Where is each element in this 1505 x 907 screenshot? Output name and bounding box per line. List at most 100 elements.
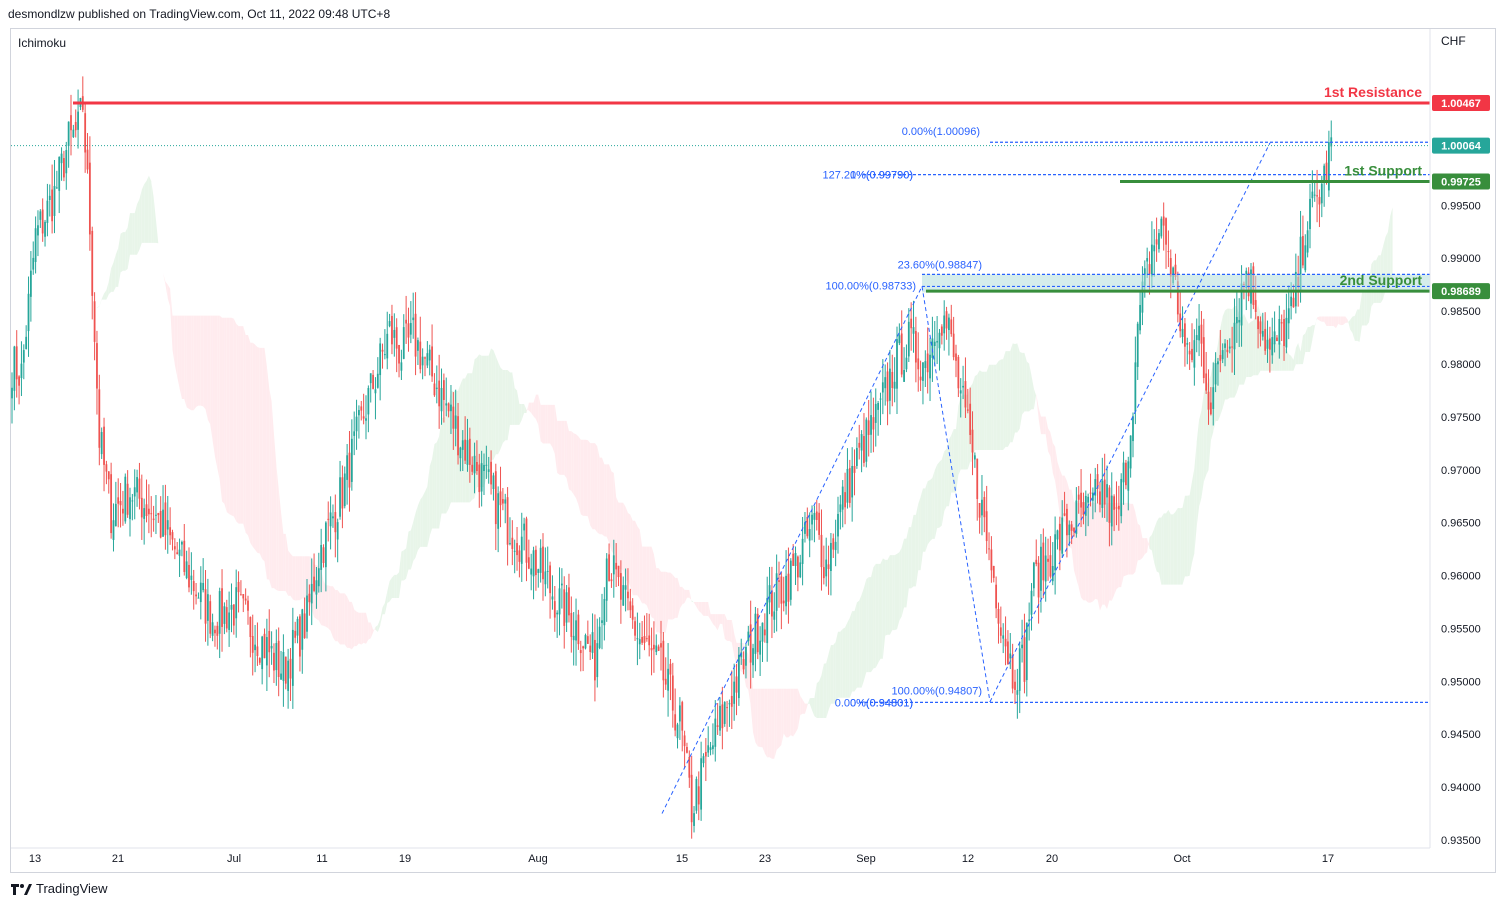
candle-body[interactable] [898,335,901,344]
candle-body[interactable] [214,629,216,634]
candle-body[interactable] [88,162,91,235]
candle-body[interactable] [959,390,962,394]
candle-body[interactable] [1070,524,1073,531]
candle-body[interactable] [1011,655,1014,689]
candle-body[interactable] [346,455,349,480]
candle-body[interactable] [704,752,707,757]
candle-body[interactable] [1016,690,1019,695]
candle-body[interactable] [39,211,42,220]
candle-body[interactable] [1191,348,1193,361]
candle-body[interactable] [969,403,972,436]
candle-body[interactable] [398,344,400,364]
candle-body[interactable] [851,465,854,498]
candle-body[interactable] [223,606,226,624]
candle-body[interactable] [700,758,703,810]
candle-body[interactable] [306,595,308,632]
candle-body[interactable] [265,637,268,666]
candle-body[interactable] [44,221,46,237]
candle-body[interactable] [1009,653,1012,659]
candle-body[interactable] [313,576,315,591]
candle-body[interactable] [558,588,561,615]
candle-body[interactable] [815,511,818,520]
candle-body[interactable] [270,645,273,649]
candle-body[interactable] [431,346,433,377]
candle-body[interactable] [77,111,79,130]
candle-body[interactable] [343,473,346,507]
candle-body[interactable] [584,635,587,649]
candle-body[interactable] [891,371,894,388]
candle-body[interactable] [988,548,990,550]
candle-body[interactable] [1148,264,1151,275]
candle-body[interactable] [1120,478,1123,517]
candle-body[interactable] [1101,480,1104,508]
candle-body[interactable] [910,318,913,329]
candle-body[interactable] [631,605,634,620]
candle-body[interactable] [1113,496,1116,510]
candle-body[interactable] [761,622,764,642]
candle-body[interactable] [358,410,360,416]
candle-body[interactable] [771,590,773,617]
candle-body[interactable] [1226,349,1229,353]
candle-body[interactable] [1103,479,1106,505]
candle-body[interactable] [268,630,271,653]
candle-body[interactable] [730,695,733,707]
candle-body[interactable] [818,512,821,535]
candle-body[interactable] [240,594,242,596]
candle-body[interactable] [1313,194,1316,196]
candle-body[interactable] [383,354,386,356]
candle-body[interactable] [1044,555,1047,582]
candle-body[interactable] [476,462,478,472]
candle-body[interactable] [417,340,419,351]
candle-body[interactable] [124,476,127,522]
candle-body[interactable] [537,569,540,573]
candle-body[interactable] [218,591,221,634]
candle-body[interactable] [914,331,917,363]
candle-body[interactable] [13,346,16,391]
candle-body[interactable] [830,542,832,572]
candle-body[interactable] [178,549,181,556]
candle-body[interactable] [794,553,797,567]
candle-body[interactable] [917,358,920,370]
candle-body[interactable] [1002,635,1005,639]
candle-body[interactable] [362,416,365,419]
candle-body[interactable] [339,477,341,517]
candle-body[interactable] [995,584,998,609]
candle-body[interactable] [619,573,622,600]
candle-body[interactable] [400,362,403,371]
candle-body[interactable] [1068,524,1071,536]
candle-body[interactable] [853,466,856,473]
candle-body[interactable] [1141,281,1144,313]
candle-body[interactable] [18,376,20,386]
candle-body[interactable] [487,469,490,472]
candle-body[interactable] [247,600,249,611]
candle-body[interactable] [733,681,736,704]
candle-body[interactable] [1049,555,1052,577]
candle-body[interactable] [594,639,596,681]
candle-body[interactable] [516,543,518,556]
candle-body[interactable] [1219,354,1222,361]
candle-body[interactable] [964,381,967,408]
candle-body[interactable] [454,415,457,429]
indicator-label[interactable]: Ichimoku [18,36,67,50]
candle-body[interactable] [575,620,577,641]
candle-body[interactable] [1257,316,1259,330]
candle-body[interactable] [1021,644,1023,649]
candle-body[interactable] [860,434,863,451]
candle-body[interactable] [96,343,98,389]
candle-body[interactable] [955,353,957,361]
candle-body[interactable] [844,492,846,508]
candle-body[interactable] [591,632,594,653]
candle-body[interactable] [728,703,731,705]
candle-body[interactable] [173,546,176,550]
candle-body[interactable] [1077,494,1080,500]
candle-body[interactable] [1165,218,1167,245]
candle-body[interactable] [103,426,105,465]
candle-body[interactable] [832,538,835,550]
candle-body[interactable] [63,158,65,178]
candle-body[interactable] [452,406,455,429]
candle-body[interactable] [546,570,549,572]
candle-body[interactable] [674,714,677,731]
candle-body[interactable] [367,388,370,415]
candle-body[interactable] [556,612,559,615]
candle-body[interactable] [1115,507,1118,509]
